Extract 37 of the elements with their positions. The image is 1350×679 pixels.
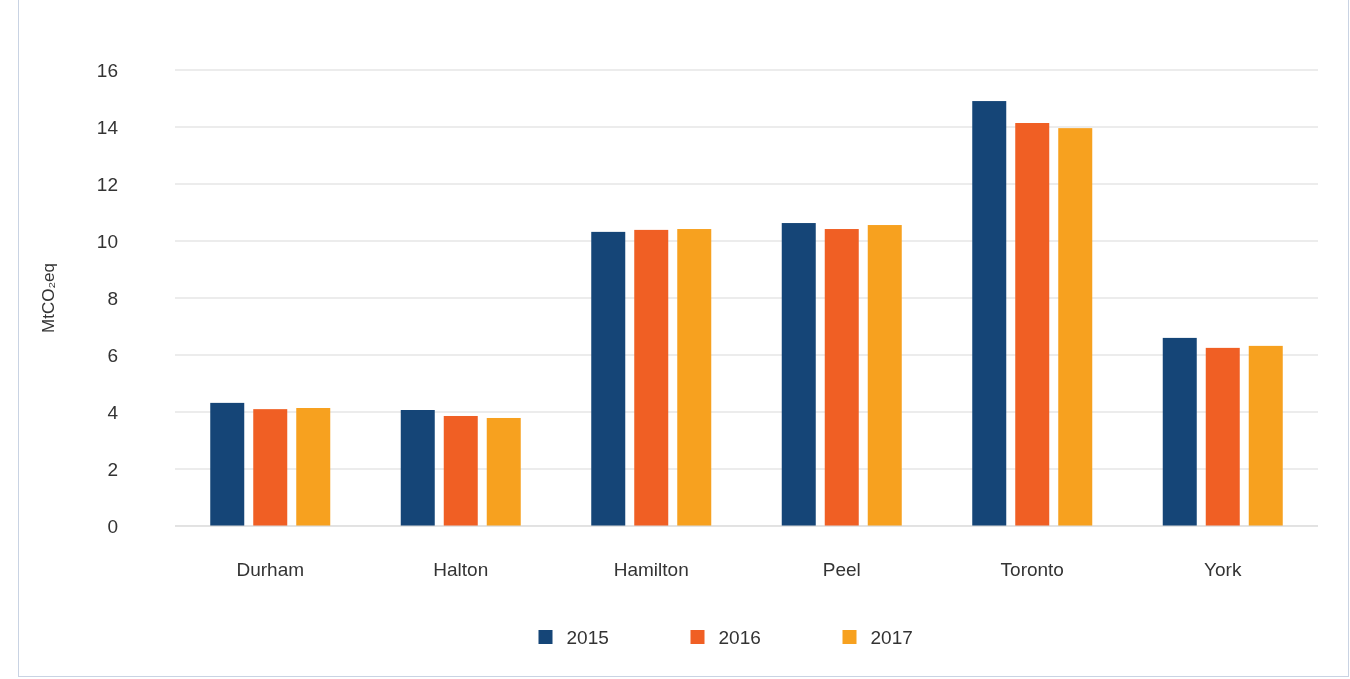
bar [591,231,626,526]
x-tick-label: Durham [236,558,305,580]
y-tick-label: 16 [96,59,118,81]
x-tick-label: Hamilton [613,558,689,580]
bar [400,410,435,526]
bar [824,229,859,526]
bar [972,101,1007,526]
y-tick-label: 10 [96,230,118,252]
bar [1058,128,1093,526]
bar [486,417,521,526]
bar [781,223,816,526]
bar [634,229,669,526]
y-tick-label: 12 [96,173,118,195]
bar [867,225,902,526]
bar [1162,337,1197,526]
y-tick-label: 14 [96,116,119,138]
bar [1205,347,1240,526]
x-tick-label: Peel [822,558,861,580]
y-tick-label: 2 [107,458,118,480]
legend-label: 2016 [718,626,761,648]
x-tick-label: Toronto [1000,558,1064,580]
y-axis-title: MtCO₂eq [39,263,58,333]
bar [443,415,478,526]
x-tick-label: Halton [433,558,489,580]
legend-label: 2015 [566,626,609,648]
bar [296,408,331,526]
bar [677,229,712,526]
legend-label: 2017 [870,626,913,648]
x-tick-label: York [1204,558,1242,580]
bar [210,402,245,526]
bar [253,409,288,526]
bar [1015,123,1050,526]
y-tick-label: 6 [107,344,118,366]
y-tick-label: 8 [107,287,118,309]
bar [1248,345,1283,526]
y-tick-label: 0 [107,515,118,537]
y-tick-label: 4 [107,401,119,423]
